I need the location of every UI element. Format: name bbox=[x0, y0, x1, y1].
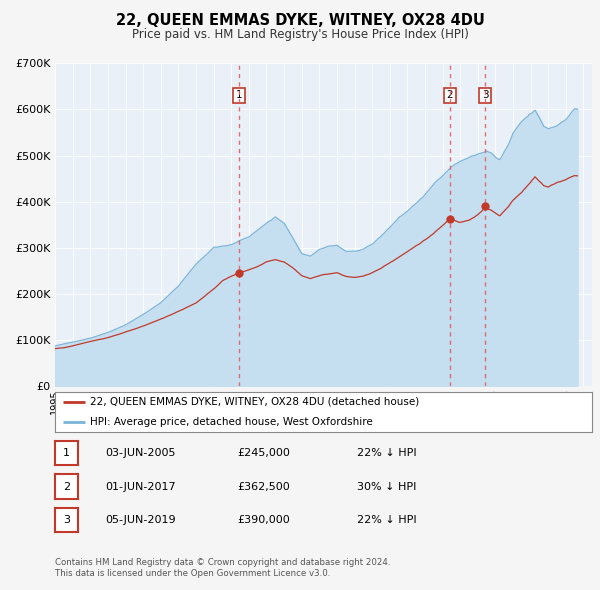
Text: 3: 3 bbox=[482, 90, 488, 100]
Text: 22, QUEEN EMMAS DYKE, WITNEY, OX28 4DU (detached house): 22, QUEEN EMMAS DYKE, WITNEY, OX28 4DU (… bbox=[90, 397, 419, 407]
Text: 3: 3 bbox=[63, 515, 70, 525]
Text: £362,500: £362,500 bbox=[237, 482, 290, 491]
Text: 05-JUN-2019: 05-JUN-2019 bbox=[105, 516, 176, 525]
Text: 22, QUEEN EMMAS DYKE, WITNEY, OX28 4DU: 22, QUEEN EMMAS DYKE, WITNEY, OX28 4DU bbox=[116, 13, 484, 28]
Text: 01-JUN-2017: 01-JUN-2017 bbox=[105, 482, 176, 491]
Text: 2: 2 bbox=[63, 481, 70, 491]
Text: 2: 2 bbox=[446, 90, 453, 100]
Text: £245,000: £245,000 bbox=[237, 448, 290, 458]
Text: 1: 1 bbox=[235, 90, 242, 100]
Text: 03-JUN-2005: 03-JUN-2005 bbox=[105, 448, 176, 458]
Text: Price paid vs. HM Land Registry's House Price Index (HPI): Price paid vs. HM Land Registry's House … bbox=[131, 28, 469, 41]
Text: HPI: Average price, detached house, West Oxfordshire: HPI: Average price, detached house, West… bbox=[90, 417, 373, 427]
Text: 30% ↓ HPI: 30% ↓ HPI bbox=[357, 482, 416, 491]
Text: Contains HM Land Registry data © Crown copyright and database right 2024.
This d: Contains HM Land Registry data © Crown c… bbox=[55, 558, 391, 578]
Text: 1: 1 bbox=[63, 448, 70, 458]
Text: 22% ↓ HPI: 22% ↓ HPI bbox=[357, 516, 416, 525]
Text: £390,000: £390,000 bbox=[237, 516, 290, 525]
Text: 22% ↓ HPI: 22% ↓ HPI bbox=[357, 448, 416, 458]
